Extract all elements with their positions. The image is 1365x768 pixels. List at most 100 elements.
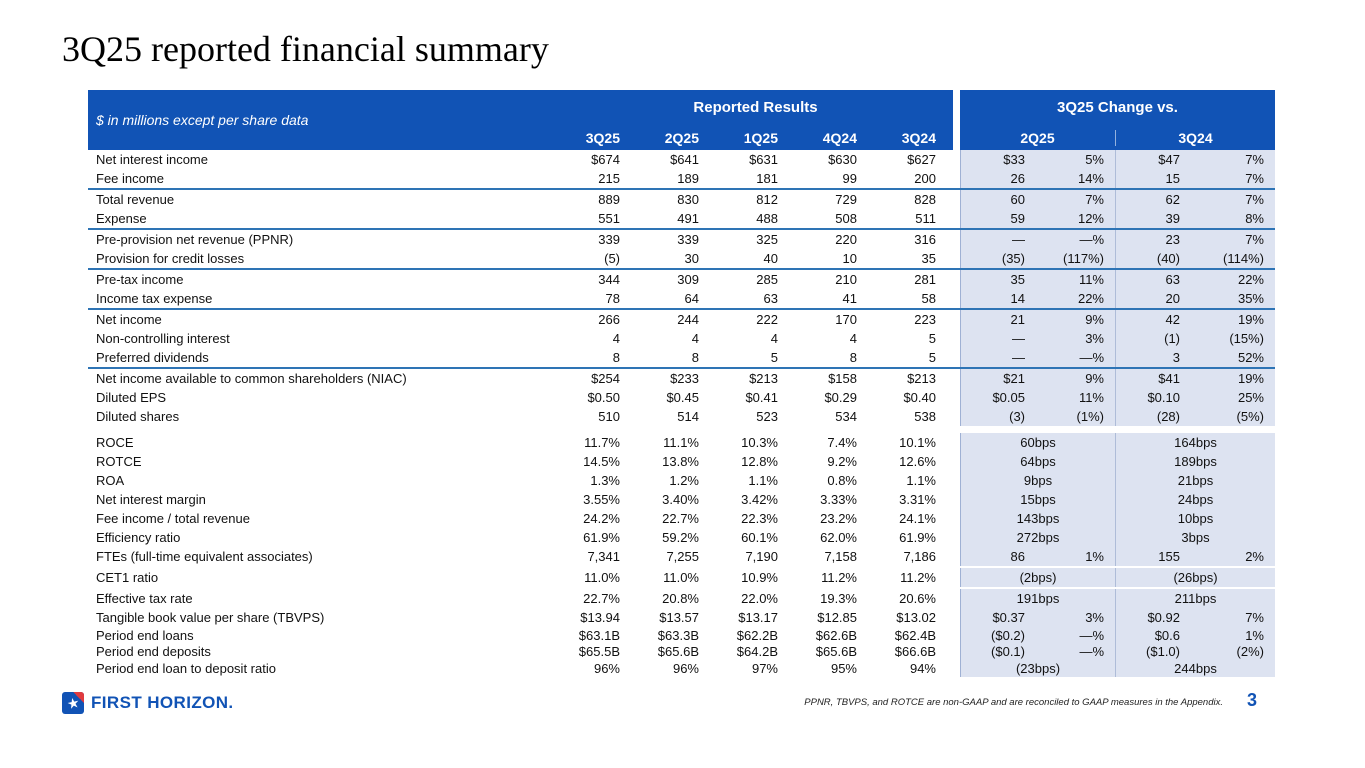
change-column-header-2q25: 2Q25 [1020,129,1055,146]
change-value-cell: 20 [1165,291,1180,306]
change-vs-2q25: (3) (1%) [960,407,1115,426]
change-percent-cell: —% [1079,232,1104,247]
value-cell: 11.0% [584,570,620,585]
value-cell: 551 [598,211,620,226]
change-percent-cell: 2% [1245,549,1264,564]
value-cell: $65.6B [657,644,699,660]
value-cell: 285 [756,272,778,287]
value-cell: 96% [593,660,620,676]
section-gap [953,249,960,268]
table-row: Net income 266 244 222 170 223 21 9% 42 19% [88,308,1275,329]
change-percent-cell: —% [1079,644,1104,660]
value-cell: 889 [598,192,620,207]
value-cell: 8 [691,350,699,365]
row-label: Efficiency ratio [96,530,181,545]
change-vs-3q24: 62 7% [1115,190,1275,209]
row-label: Income tax expense [96,291,213,306]
change-vs-2q25: 59 12% [960,209,1115,228]
value-cell: 281 [914,272,936,287]
value-cell: 3.33% [820,492,857,507]
change-percent-cell: —% [1079,350,1104,365]
change-vs-2q25: (23bps) [960,660,1115,677]
value-cell: $158 [828,371,857,386]
row-label: Period end loan to deposit ratio [96,660,276,676]
quarter-column-header: 2Q25 [664,129,699,146]
table-row: Total revenue 889 830 812 729 828 60 7% 62 7% [88,188,1275,209]
value-cell: 344 [598,272,620,287]
change-value-cell: — [1012,232,1025,247]
change-value-cell: 14 [1010,291,1025,306]
row-label: Expense [96,211,147,226]
table-row: Period end loan to deposit ratio 96% 96% 97… [88,660,1275,677]
value-cell: $213 [907,371,936,386]
change-percent-cell: 11% [1078,390,1104,405]
change-value-cell: $47 [1158,152,1180,167]
change-bps-cell: 244bps [1174,660,1217,676]
value-cell: 11.2% [821,570,857,585]
change-percent-cell: (1%) [1076,409,1104,424]
change-bps-cell: (2bps) [1019,570,1057,585]
section-gap [953,310,960,329]
section-gap [953,608,960,627]
change-value-cell: (40) [1156,251,1180,266]
table-row: Diluted shares 510 514 523 534 538 (3) (1%) (28)… [88,407,1275,426]
change-vs-2q25: ($0.2) —% [960,627,1115,644]
change-value-cell: 35 [1010,272,1025,287]
row-label: Period end loans [96,627,194,643]
value-cell: $65.5B [578,644,620,660]
change-percent-cell: 11% [1078,272,1104,287]
change-vs-3q24: 3 52% [1115,348,1275,367]
column-header-row: 3Q25 2Q25 1Q25 4Q24 3Q24 2Q25 3Q24 [558,125,1275,150]
change-value-cell: 59 [1010,211,1025,226]
table-row: CET1 ratio 11.0% 11.0% 10.9% 11.2% 11.2% (2bps… [88,568,1275,587]
value-cell: $641 [670,152,699,167]
row-label: CET1 ratio [96,570,159,585]
value-cell: $674 [591,152,620,167]
change-vs-3q24: 63 22% [1115,270,1275,289]
row-label: Effective tax rate [96,591,193,606]
change-vs-2q25: 143bps [960,509,1115,528]
value-cell: 96% [672,660,699,676]
value-cell: 200 [914,171,936,186]
change-value-cell: 23 [1165,232,1180,247]
change-vs-3q24: $0.6 1% [1115,627,1275,644]
change-percent-cell: 9% [1085,312,1104,327]
value-cell: 22.0% [741,591,778,606]
change-percent-cell: 19% [1237,312,1264,327]
change-value-cell: 63 [1165,272,1180,287]
change-vs-2q25: 272bps [960,528,1115,547]
change-bps-cell: 164bps [1174,435,1217,450]
table-row: Non-controlling interest 4 4 4 4 5 — 3% (1) (15%) [88,329,1275,348]
value-cell: $0.50 [587,390,620,405]
change-bps-cell: 272bps [1016,530,1060,545]
change-value-cell: 26 [1010,171,1025,186]
page-number: 3 [1246,690,1257,710]
logo-mark-icon: ★ [62,692,84,714]
change-percent-cell: 7% [1245,192,1264,207]
change-vs-3q24: 23 7% [1115,230,1275,249]
value-cell: 22.7% [583,591,620,606]
change-vs-2q25: $33 5% [960,150,1115,169]
value-cell: 20.6% [899,591,936,606]
value-cell: 10.9% [741,570,778,585]
value-cell: $0.45 [666,390,699,405]
section-gap [953,289,960,308]
row-label: Tangible book value per share (TBVPS) [96,610,325,625]
value-cell: $0.41 [745,390,778,405]
value-cell: $631 [749,152,778,167]
value-cell: 3.55% [583,492,620,507]
change-bps-cell: 189bps [1174,454,1217,469]
change-vs-2q25: 15bps [960,490,1115,509]
value-cell: $62.6B [815,627,857,643]
value-cell: 35 [921,251,936,266]
quarter-column-header: 4Q24 [822,129,857,146]
table-row: Expense 551 491 488 508 511 59 12% 39 8% [88,209,1275,228]
table-row: Preferred dividends 8 8 5 8 5 — —% 3 52% [88,348,1275,367]
value-cell: 339 [598,232,620,247]
change-vs-2q25: 35 11% [960,270,1115,289]
value-cell: 812 [756,192,778,207]
value-cell: 3.31% [899,492,936,507]
value-cell: 4 [691,331,699,346]
value-cell: $62.4B [894,627,936,643]
